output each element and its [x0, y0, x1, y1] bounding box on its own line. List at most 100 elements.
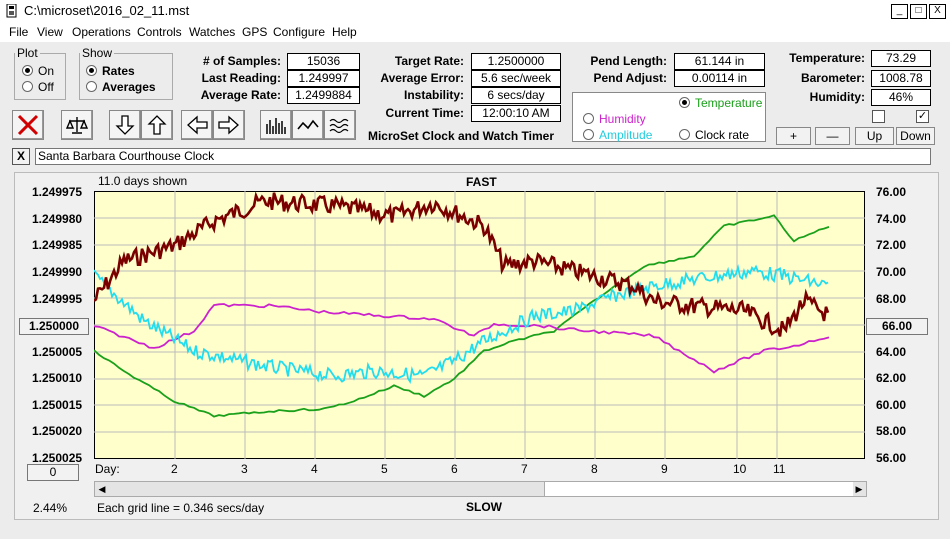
- arrow-left-button[interactable]: [181, 110, 213, 140]
- menu-watches[interactable]: Watches: [189, 25, 236, 39]
- radio-empty-icon: [22, 81, 33, 92]
- y-tick-left: 1.250025: [32, 451, 83, 465]
- menu-operations[interactable]: Operations: [72, 25, 131, 39]
- radio-empty-icon: [583, 129, 594, 140]
- rate-chart: [94, 191, 865, 459]
- histogram-button[interactable]: [260, 110, 292, 140]
- radio-empty-icon: [679, 129, 690, 140]
- y-tick-left: 1.249985: [32, 238, 83, 252]
- option-checkbox-2[interactable]: ✓: [916, 110, 929, 123]
- temperature-radio[interactable]: Temperature: [679, 96, 762, 110]
- day-tick: 3: [241, 462, 248, 476]
- scrollbar-thumb[interactable]: [544, 482, 853, 496]
- y-tick-right: 72.00: [876, 238, 907, 252]
- plot-on-radio[interactable]: On: [22, 64, 54, 78]
- y-tick-left: 1.249980: [32, 212, 83, 226]
- menu-view[interactable]: View: [37, 25, 63, 39]
- menu-help[interactable]: Help: [332, 25, 357, 39]
- show-group: Show: [79, 46, 173, 100]
- temperature-series: [94, 214, 830, 418]
- average-rate-label: Average Rate:: [200, 88, 281, 102]
- y-tick-right: 70.00: [876, 265, 907, 279]
- day-tick: 5: [381, 462, 388, 476]
- pend-length-label: Pend Length:: [590, 54, 667, 68]
- amplitude-series: [94, 263, 829, 384]
- plus-button[interactable]: +: [776, 127, 811, 145]
- x-mark-icon: [17, 114, 39, 136]
- menu-gps[interactable]: GPS: [242, 25, 268, 39]
- histogram-icon: [266, 118, 286, 134]
- title-bar: C:\microset\2016_02_11.mst _ □ X: [0, 0, 950, 23]
- sensor-select-panel: [572, 92, 766, 142]
- clock-rate-radio[interactable]: Clock rate: [679, 128, 749, 142]
- arrow-down-button[interactable]: [109, 110, 141, 140]
- arrow-up-button[interactable]: [141, 110, 173, 140]
- humidity-label: Humidity:: [809, 90, 865, 104]
- up-button[interactable]: Up: [855, 127, 894, 145]
- target-rate-value[interactable]: 1.2500000: [471, 53, 561, 70]
- y-tick-left: 1.249975: [32, 185, 83, 199]
- last-reading-value: 1.249997: [287, 70, 360, 87]
- y-tick-right: 58.00: [876, 424, 907, 438]
- close-button[interactable]: X: [929, 4, 946, 19]
- location-input[interactable]: Santa Barbara Courthouse Clock: [35, 148, 931, 165]
- clock-rate-radio-label: Clock rate: [695, 128, 750, 142]
- scroll-right-icon[interactable]: ▶: [855, 484, 863, 494]
- arrow-up-icon: [147, 115, 167, 135]
- maximize-button[interactable]: □: [910, 4, 927, 19]
- clear-button[interactable]: [12, 110, 44, 140]
- day-tick: 11: [773, 462, 786, 476]
- plot-group-legend: Plot: [17, 46, 38, 60]
- y-tick-left: 1.250020: [32, 424, 83, 438]
- menu-file[interactable]: File: [9, 25, 29, 39]
- y-tick-left: 1.250015: [32, 398, 83, 412]
- y-tick-right: 56.00: [876, 451, 907, 465]
- grid-note: Each grid line = 0.346 secs/day: [97, 501, 265, 515]
- plot-group: Plot: [14, 46, 66, 100]
- y-tick-right: 64.00: [876, 345, 907, 359]
- app-name: MicroSet Clock and Watch Timer: [367, 129, 555, 143]
- smooth-plot-button[interactable]: [324, 110, 356, 140]
- center-temperature-box[interactable]: 66.00: [866, 318, 928, 335]
- samples-label: # of Samples:: [202, 54, 281, 68]
- target-rate-label: Target Rate:: [394, 54, 464, 68]
- slow-label: SLOW: [466, 500, 502, 514]
- current-time-value: 12:00:10 AM: [471, 105, 561, 122]
- show-averages-radio[interactable]: Averages: [86, 80, 156, 94]
- last-reading-label: Last Reading:: [201, 71, 281, 85]
- scroll-left-icon[interactable]: ◀: [98, 484, 106, 494]
- minimize-button[interactable]: _: [891, 4, 908, 19]
- line-plot-button[interactable]: [292, 110, 324, 140]
- humidity-value: 46%: [871, 89, 931, 106]
- y-tick-right: 68.00: [876, 292, 907, 306]
- arrow-right-button[interactable]: [213, 110, 245, 140]
- scale-button[interactable]: [61, 110, 93, 140]
- humidity-series: [94, 303, 830, 374]
- amplitude-radio[interactable]: Amplitude: [583, 128, 652, 142]
- temperature-radio-label: Temperature: [695, 96, 763, 110]
- y-tick-left: 1.250005: [32, 345, 83, 359]
- down-button[interactable]: Down: [896, 127, 935, 145]
- menu-configure[interactable]: Configure: [273, 25, 326, 39]
- current-time-label: Current Time:: [385, 106, 464, 120]
- instability-value: 6 secs/day: [471, 87, 561, 104]
- day-tick: 6: [451, 462, 458, 476]
- offset-value-box[interactable]: 0: [27, 464, 79, 481]
- horizontal-scrollbar[interactable]: ◀ ▶: [94, 481, 867, 497]
- day-tick: 9: [661, 462, 668, 476]
- day-tick: 2: [171, 462, 178, 476]
- humidity-radio[interactable]: Humidity: [583, 112, 646, 126]
- center-rate-box[interactable]: 1.250000: [19, 318, 89, 335]
- temperature-value: 73.29: [871, 50, 931, 67]
- day-tick: 7: [521, 462, 528, 476]
- location-close-button[interactable]: X: [12, 148, 30, 165]
- menu-controls[interactable]: Controls: [137, 25, 182, 39]
- minus-button[interactable]: —: [815, 127, 850, 145]
- plot-off-radio[interactable]: Off: [22, 80, 54, 94]
- plot-on-label: On: [38, 64, 55, 78]
- zoom-percent: 2.44%: [33, 501, 68, 515]
- y-tick-right: 74.00: [876, 212, 907, 226]
- show-rates-radio[interactable]: Rates: [86, 64, 135, 78]
- window-title: C:\microset\2016_02_11.mst: [24, 3, 190, 18]
- option-checkbox-1[interactable]: [872, 110, 885, 123]
